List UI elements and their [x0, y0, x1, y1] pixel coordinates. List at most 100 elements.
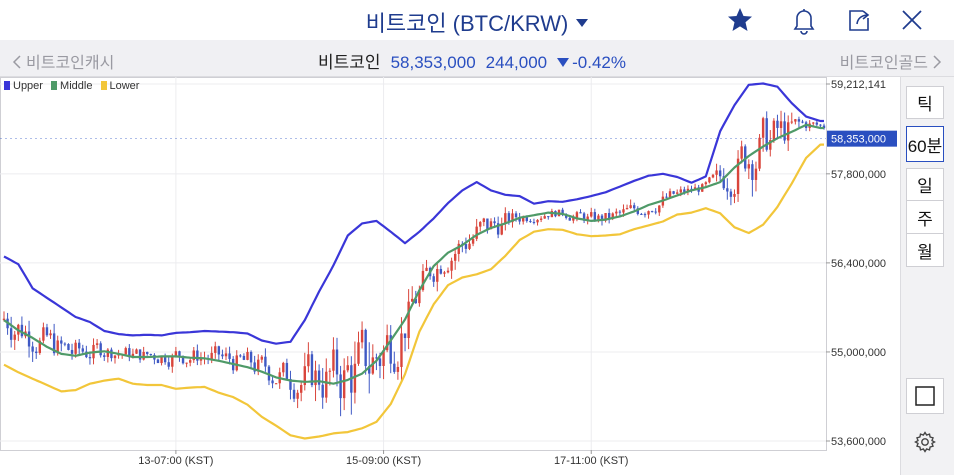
candle-body: [368, 366, 371, 374]
candle-body: [382, 350, 385, 366]
candle-body: [163, 356, 167, 363]
candle-body: [489, 221, 493, 230]
candle-body: [364, 329, 367, 367]
candle-body: [396, 366, 400, 372]
candle-body: [403, 333, 407, 339]
chevron-left-icon[interactable]: [12, 55, 22, 69]
candle-body: [249, 351, 253, 363]
candle-body: [758, 137, 761, 169]
candle-body: [514, 213, 518, 218]
candle-body: [106, 349, 110, 357]
period-week[interactable]: 주: [906, 201, 944, 234]
candle-body: [49, 333, 52, 336]
candle-body: [221, 354, 224, 357]
candle-body: [543, 216, 546, 219]
candle-body: [328, 370, 332, 372]
candle-body: [393, 363, 396, 372]
candle-body: [9, 328, 13, 340]
candle-body: [196, 350, 199, 361]
market-title[interactable]: 비트코인 (BTC/KRW): [365, 11, 569, 36]
candle-body: [582, 213, 586, 221]
candle-body: [31, 346, 34, 352]
candle-body: [625, 208, 629, 210]
bell-icon[interactable]: [788, 4, 820, 36]
candle-body: [45, 327, 49, 336]
candle-body: [375, 357, 378, 359]
candle-body: [342, 370, 346, 399]
candlestick-chart[interactable]: 59,212,141 57,800,000 56,400,000 55,000,000…: [0, 77, 900, 475]
candle-body: [665, 196, 668, 198]
candle-body: [722, 176, 725, 189]
candle-body: [385, 335, 389, 351]
caret-down-icon[interactable]: [576, 19, 589, 28]
candle-body: [246, 351, 249, 360]
square-icon[interactable]: [914, 385, 936, 407]
chevron-right-icon[interactable]: [932, 55, 942, 69]
candle-body: [257, 359, 260, 372]
candle-body: [235, 355, 238, 371]
prev-market-link[interactable]: 비트코인캐시: [12, 49, 114, 73]
candle-body: [74, 342, 77, 354]
share-icon[interactable]: [843, 4, 875, 36]
prev-market-label[interactable]: 비트코인캐시: [26, 55, 115, 72]
period-day[interactable]: 일: [906, 168, 944, 201]
candle-body: [590, 212, 593, 217]
candle-body: [471, 238, 475, 244]
current-price-label: 58,353,000: [831, 134, 886, 146]
candle-body: [425, 267, 428, 271]
candle-body: [178, 351, 181, 356]
close-icon[interactable]: [896, 4, 928, 36]
candle-body: [776, 120, 779, 128]
candle-body: [289, 378, 292, 390]
candle-body: [547, 216, 550, 218]
candle-body: [769, 140, 772, 150]
candle-body: [439, 268, 443, 274]
chart-settings-button[interactable]: [906, 424, 944, 460]
market-selector[interactable]: 비트코인 (BTC/KRW): [0, 6, 954, 38]
ticker-change-abs: 244,000: [485, 53, 548, 72]
period-month[interactable]: 월: [906, 234, 944, 267]
y-tick-label: 57,800,000: [831, 169, 886, 181]
candle-body: [622, 209, 625, 213]
star-icon[interactable]: [724, 4, 756, 36]
candle-body: [407, 301, 410, 339]
candle-body: [797, 119, 801, 122]
period-tick[interactable]: 틱: [906, 86, 944, 119]
candle-body: [389, 335, 392, 364]
legend-lower-label: Lower: [109, 80, 140, 92]
y-tick-label: 55,000,000: [831, 347, 886, 359]
candle-body: [475, 226, 478, 239]
candle-body: [271, 380, 274, 384]
candle-body: [715, 170, 718, 175]
candle-body: [643, 214, 647, 216]
candle-body: [633, 205, 636, 209]
next-market-label[interactable]: 비트코인골드: [839, 55, 928, 72]
candle-body: [819, 124, 822, 126]
candle-body: [729, 191, 733, 197]
candle-body: [27, 331, 31, 347]
drawing-tool-button[interactable]: [906, 378, 944, 414]
candle-body: [38, 340, 42, 354]
gear-icon[interactable]: [913, 430, 937, 454]
candle-body: [113, 355, 117, 359]
candle-body: [99, 343, 102, 356]
legend-lower-swatch: [100, 81, 107, 90]
candle-body: [274, 383, 278, 385]
candle-body: [650, 211, 654, 213]
candle-body: [296, 392, 299, 399]
legend-middle-swatch: [51, 81, 58, 90]
candle-body: [260, 356, 264, 360]
candle-body: [160, 356, 163, 364]
candle-body: [532, 221, 536, 223]
period-60min[interactable]: 60분: [906, 126, 944, 162]
candle-body: [300, 385, 303, 393]
candle-body: [504, 213, 507, 224]
candle-body: [572, 217, 575, 221]
candle-body: [711, 174, 715, 178]
next-market-link[interactable]: 비트코인골드: [840, 49, 942, 73]
candle-body: [314, 370, 317, 386]
candle-body: [436, 268, 439, 282]
candle-body: [149, 354, 153, 356]
candle-body: [339, 374, 342, 399]
candle-body: [446, 270, 450, 273]
